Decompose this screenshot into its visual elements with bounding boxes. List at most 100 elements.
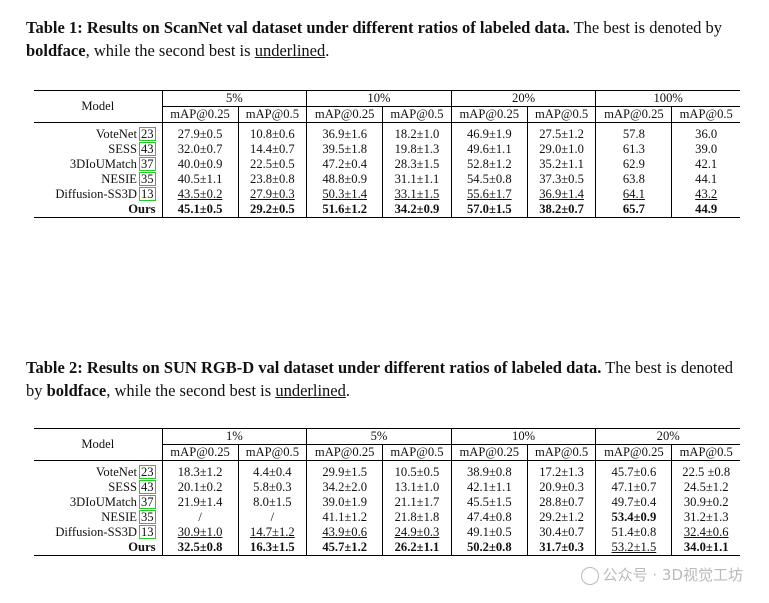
- caption-text: The best is denoted by: [569, 18, 723, 37]
- caption-text: , while the second best is: [85, 41, 255, 60]
- value-cell: /: [237, 510, 307, 525]
- citation-link[interactable]: 23: [138, 127, 156, 141]
- table-row: 3DIoUMatch 37 21.9±1.4 8.0±1.5 39.0±1.9 21.1±…: [34, 495, 740, 510]
- value-cell: 30.9±0.2: [671, 495, 740, 510]
- value-cell: 29.0±1.0: [526, 142, 596, 157]
- caption-underlined-word: underlined: [275, 381, 346, 400]
- model-header: Model: [34, 90, 163, 123]
- model-name: Ours: [128, 540, 156, 554]
- model-name-cell: Diffusion-SS3D 13: [34, 525, 162, 540]
- table-row: VoteNet 23 27.9±0.5 10.8±0.6 36.9±1.6 18.2±1.…: [34, 122, 740, 142]
- table-row: SESS 43 20.1±0.2 5.8±0.3 34.2±2.0 13.1±1.0 42.…: [34, 480, 740, 495]
- value-cell: 31.7±0.3: [526, 540, 596, 556]
- model-name-cell: 3DIoUMatch 37: [34, 157, 162, 172]
- value-cell: 43.2: [671, 187, 740, 202]
- value-cell: 40.0±0.9: [161, 157, 239, 172]
- model-name: NESIE: [101, 510, 137, 524]
- metric-header: mAP@0.25: [161, 106, 239, 123]
- value-cell: 49.1±0.5: [450, 525, 528, 540]
- value-cell: 31.1±1.1: [382, 172, 452, 187]
- metric-header: mAP@0.5: [526, 444, 596, 461]
- value-cell: 49.6±1.1: [450, 142, 528, 157]
- table2-caption-label: Table 2: Results on SUN RGB-D val datase…: [26, 358, 602, 377]
- metric-header: mAP@0.5: [671, 106, 740, 123]
- value-cell: 33.1±1.5: [382, 187, 452, 202]
- value-cell: 30.4±0.7: [526, 525, 596, 540]
- value-cell: 34.0±1.1: [671, 540, 740, 556]
- value-cell: 22.5±0.5: [237, 157, 307, 172]
- table2-caption: Table 2: Results on SUN RGB-D val datase…: [26, 356, 746, 402]
- citation-link[interactable]: 23: [138, 465, 156, 479]
- value-cell: 57.8: [595, 122, 672, 142]
- citation-link[interactable]: 13: [138, 187, 156, 201]
- caption-text: .: [345, 381, 350, 400]
- value-cell: 13.1±1.0: [382, 480, 452, 495]
- group-header: 10%: [306, 90, 452, 107]
- metric-header: mAP@0.25: [161, 444, 239, 461]
- citation-link[interactable]: 37: [138, 495, 156, 509]
- value-cell: 52.8±1.2: [450, 157, 528, 172]
- citation-link[interactable]: 43: [138, 480, 156, 494]
- metric-header: mAP@0.5: [526, 106, 596, 123]
- model-name-cell: NESIE 35: [34, 510, 162, 525]
- value-cell: 45.1±0.5: [161, 202, 239, 218]
- value-cell: 57.0±1.5: [450, 202, 528, 218]
- value-cell: 16.3±1.5: [237, 540, 307, 556]
- value-cell: 42.1±1.1: [450, 480, 528, 495]
- wechat-icon: [580, 566, 599, 585]
- value-cell: 43.5±0.2: [161, 187, 239, 202]
- group-header: 20%: [595, 428, 740, 445]
- value-cell: 22.5 ±0.8: [671, 460, 740, 480]
- group-header: 5%: [161, 90, 307, 107]
- value-cell: 44.9: [671, 202, 740, 218]
- value-cell: 53.2±1.5: [595, 540, 672, 556]
- value-cell: 48.8±0.9: [306, 172, 383, 187]
- citation-link[interactable]: 35: [138, 172, 156, 186]
- value-cell: 29.2±0.5: [237, 202, 307, 218]
- table-row: 3DIoUMatch 37 40.0±0.9 22.5±0.5 47.2±0.4 28.3…: [34, 157, 740, 172]
- value-cell: 21.8±1.8: [382, 510, 452, 525]
- value-cell: 34.2±2.0: [306, 480, 383, 495]
- value-cell: 20.9±0.3: [526, 480, 596, 495]
- value-cell: 50.2±0.8: [450, 540, 528, 556]
- metric-header: mAP@0.5: [237, 444, 307, 461]
- value-cell: 14.4±0.7: [237, 142, 307, 157]
- model-name: SESS: [108, 480, 137, 494]
- metric-header: mAP@0.25: [450, 444, 528, 461]
- value-cell: 17.2±1.3: [526, 460, 596, 480]
- metric-header: mAP@0.5: [382, 106, 452, 123]
- value-cell: 50.3±1.4: [306, 187, 383, 202]
- model-name-cell: Ours: [34, 540, 163, 556]
- metric-header: mAP@0.5: [237, 106, 307, 123]
- value-cell: 36.0: [671, 122, 740, 142]
- value-cell: 29.9±1.5: [306, 460, 383, 480]
- watermark: 公众号 · 3D视觉工坊: [580, 564, 743, 585]
- table-row: VoteNet 23 18.3±1.2 4.4±0.4 29.9±1.5 10.5±0.5…: [34, 460, 740, 480]
- value-cell: 36.9±1.6: [306, 122, 383, 142]
- caption-bold-word: boldface: [46, 381, 107, 400]
- value-cell: 38.9±0.8: [450, 460, 528, 480]
- table-row: NESIE 35 40.5±1.1 23.8±0.8 48.8±0.9 31.1±1.1 5…: [34, 172, 740, 187]
- citation-link[interactable]: 13: [138, 525, 156, 539]
- watermark-text: 公众号 · 3D视觉工坊: [602, 566, 743, 584]
- citation-link[interactable]: 37: [138, 157, 156, 171]
- citation-link[interactable]: 43: [138, 142, 156, 156]
- value-cell: 18.3±1.2: [161, 460, 239, 480]
- model-name-cell: SESS 43: [34, 142, 162, 157]
- model-name: Ours: [128, 202, 156, 216]
- value-cell: 51.6±1.2: [306, 202, 383, 218]
- model-name: VoteNet: [95, 127, 137, 141]
- header-row: Model 5% 10% 20% 100%: [34, 90, 740, 123]
- value-cell: 47.2±0.4: [306, 157, 383, 172]
- model-name-cell: Ours: [34, 202, 163, 218]
- value-cell: 65.7: [595, 202, 672, 218]
- value-cell: 31.2±1.3: [671, 510, 740, 525]
- value-cell: 62.9: [595, 157, 672, 172]
- value-cell: 28.3±1.5: [382, 157, 452, 172]
- metric-header: mAP@0.25: [595, 444, 672, 461]
- table2: Model 1% 5% 10% 20% mAP@0.25 mAP@0.5 mAP@0.25 mA…: [34, 428, 740, 556]
- model-name-cell: SESS 43: [34, 480, 162, 495]
- citation-link[interactable]: 35: [138, 510, 156, 524]
- value-cell: /: [161, 510, 239, 525]
- value-cell: 44.1: [671, 172, 740, 187]
